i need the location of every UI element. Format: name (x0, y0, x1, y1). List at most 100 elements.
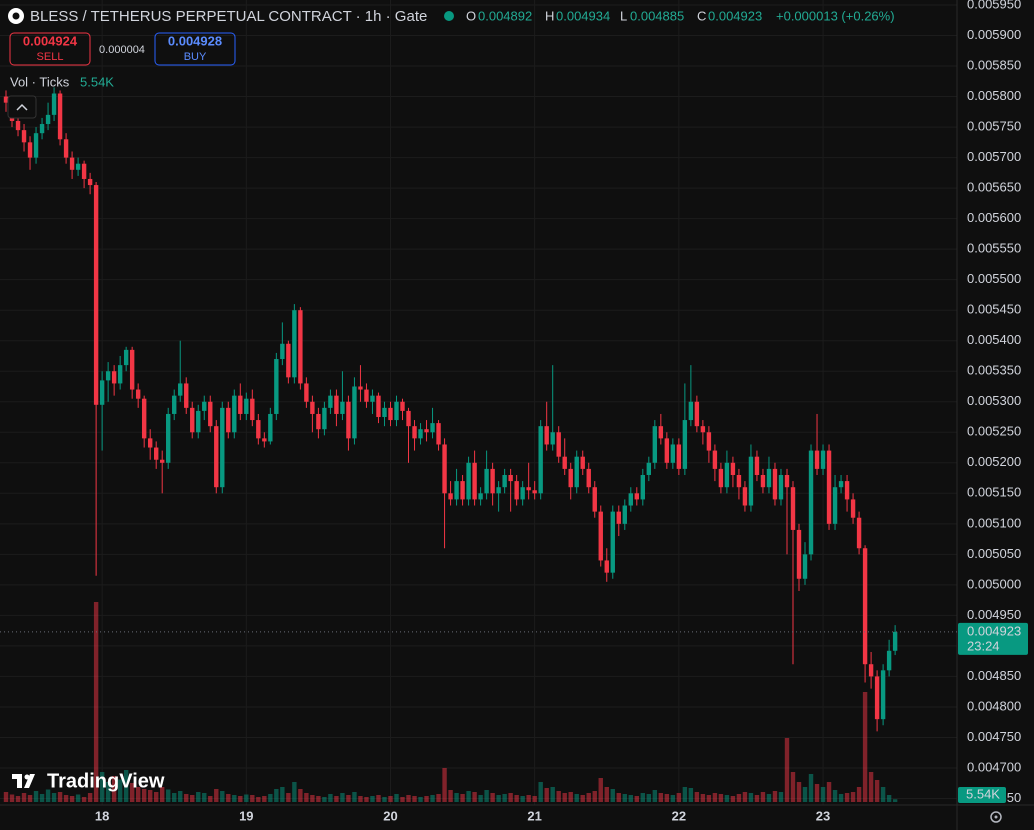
candle-body (862, 548, 868, 665)
candle-body (586, 468, 591, 488)
candle-body (436, 423, 441, 445)
y-tick-label: 0.004700 (967, 759, 1021, 774)
candle-body (310, 401, 315, 414)
volume-bar (766, 794, 772, 802)
volume-bar (514, 795, 519, 802)
volume-bar (448, 790, 453, 802)
candle-body (238, 395, 243, 414)
candle-body (370, 395, 375, 402)
volume-bar (556, 791, 561, 802)
x-tick-label: 20 (383, 808, 397, 823)
volume-bar (15, 796, 21, 802)
candle-body (610, 511, 615, 573)
volume-bar (436, 794, 441, 802)
volume-bar (478, 795, 483, 802)
y-tick-label: 0.005750 (967, 119, 1021, 134)
volume-bar (832, 790, 838, 802)
volume-bar (87, 793, 93, 802)
volume-bar (310, 795, 315, 802)
candle-body (153, 447, 159, 460)
candle-body (670, 444, 676, 463)
candle-body (244, 398, 249, 414)
candle-body (730, 462, 736, 475)
candle-body (39, 124, 45, 134)
x-tick-label: 22 (672, 808, 686, 823)
volume-bar (550, 787, 555, 802)
settings-button[interactable] (990, 811, 1002, 823)
volume-bar (808, 774, 814, 802)
candle-body (358, 386, 363, 390)
y-tick-label: 0.005450 (967, 302, 1021, 317)
y-tick-label: 0.005500 (967, 271, 1021, 286)
candle-body (141, 398, 147, 439)
volume-bar (286, 793, 291, 802)
collapse-icon (16, 103, 28, 111)
candle-body (178, 383, 183, 396)
candle-body (418, 429, 423, 439)
candle-body (208, 401, 213, 427)
volume-bar (574, 794, 579, 802)
candle-body (556, 432, 561, 457)
candle-body (760, 474, 766, 488)
candle-body (21, 130, 27, 143)
volume-bar (850, 792, 856, 802)
volume-bar (292, 782, 297, 802)
sell-button[interactable] (9, 32, 91, 66)
candle-body (772, 468, 778, 500)
candle-body (166, 413, 171, 463)
candle-body (574, 456, 579, 488)
symbol-title[interactable]: BLESS / TETHERUS PERPETUAL CONTRACT · 1h… (30, 8, 427, 25)
x-tick-label: 23 (816, 808, 830, 823)
candle-body (778, 474, 784, 500)
y-tick-label: 0.004800 (967, 698, 1021, 713)
volume-bar (874, 780, 880, 802)
candle-body (694, 401, 700, 427)
volume-bar (93, 602, 99, 802)
volume-bar (724, 795, 730, 802)
volume-bar (562, 793, 567, 802)
candle-body (634, 493, 639, 500)
candle-body (51, 93, 57, 115)
candle-body (616, 511, 621, 524)
candle-body (135, 389, 141, 399)
y-tick-label: 0.004950 (967, 607, 1021, 622)
candle-body (412, 426, 417, 439)
collapse-button[interactable] (7, 95, 37, 119)
candle-body (364, 389, 369, 402)
volume-bar (352, 792, 357, 802)
candle-body (724, 462, 730, 488)
volume-bar (814, 784, 820, 802)
volume-bar (622, 794, 627, 802)
candle-body (322, 407, 327, 430)
candle-body (604, 560, 609, 573)
volume-bar (21, 793, 27, 802)
volume-bar (418, 797, 423, 802)
volume-bar (658, 793, 664, 802)
candle-body (57, 93, 63, 140)
last-price-badge (958, 622, 1028, 655)
volume-bar (280, 787, 285, 802)
candle-body (808, 450, 814, 555)
volume-bar (406, 795, 411, 802)
candle-body (868, 664, 874, 677)
volume-value: 5.54K (80, 74, 114, 89)
volume-bar (652, 790, 658, 802)
volume-bar (364, 797, 369, 802)
buy-button[interactable] (154, 32, 236, 66)
volume-title: Vol · Ticks (10, 74, 70, 89)
volume-bar (340, 793, 345, 802)
volume-bar (892, 799, 898, 802)
candle-body (466, 462, 471, 500)
candle-body (484, 468, 489, 494)
volume-bar (466, 791, 471, 802)
volume-bar (376, 795, 381, 802)
y-tick-label: 0.005550 (967, 241, 1021, 256)
volume-bar (868, 772, 874, 802)
volume-bar (346, 795, 351, 802)
candle-body (340, 401, 345, 414)
volume-bar (220, 791, 225, 802)
ohlc-value: 0.004892 (478, 8, 532, 23)
candle-body (123, 349, 129, 366)
candle-body (352, 386, 357, 439)
volume-bar (532, 796, 537, 802)
